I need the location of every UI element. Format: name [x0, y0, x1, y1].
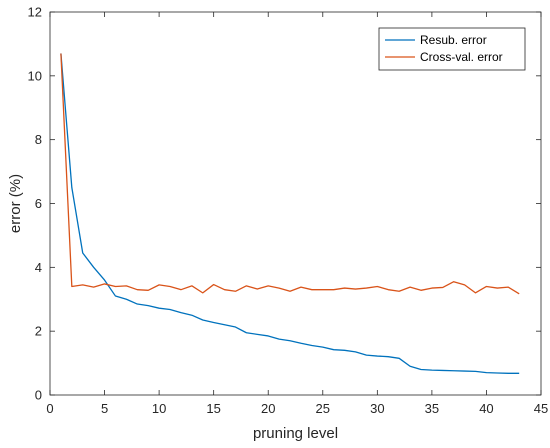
x-tick-label: 45 — [534, 401, 548, 416]
series-line-cross-val-error — [60, 53, 520, 295]
x-tick-label: 35 — [425, 401, 439, 416]
y-tick-label: 0 — [35, 388, 42, 403]
plot-area — [50, 12, 541, 395]
series-lines — [60, 53, 520, 374]
y-tick-label: 10 — [28, 68, 42, 83]
y-axis-label: error (%) — [7, 174, 24, 233]
legend-box — [378, 27, 526, 71]
x-tick-label: 10 — [152, 401, 166, 416]
x-tick-label: 0 — [46, 401, 53, 416]
y-tick-label: 8 — [35, 132, 42, 147]
x-tick-label: 30 — [370, 401, 384, 416]
tick-labels: 0 5 10 15 20 25 30 35 40 45 0 2 4 6 8 10 12 — [28, 5, 549, 417]
x-axis-label: pruning level — [253, 425, 338, 442]
legend-label-resub-error: Resub. error — [420, 33, 487, 47]
y-tick-label: 2 — [35, 324, 42, 339]
series-line-resub-error — [60, 53, 520, 374]
x-tick-label: 5 — [101, 401, 108, 416]
y-tick-label: 4 — [35, 260, 42, 275]
x-tick-label: 25 — [316, 401, 330, 416]
x-tick-label: 20 — [261, 401, 275, 416]
legend-label-cross-val-error: Cross-val. error — [420, 50, 503, 64]
axes — [49, 11, 542, 396]
y-tick-label: 6 — [35, 196, 42, 211]
x-tick-label: 15 — [206, 401, 220, 416]
legend: Resub. error Cross-val. error — [378, 27, 526, 71]
y-tick-label: 12 — [28, 5, 42, 20]
x-tick-label: 40 — [479, 401, 493, 416]
